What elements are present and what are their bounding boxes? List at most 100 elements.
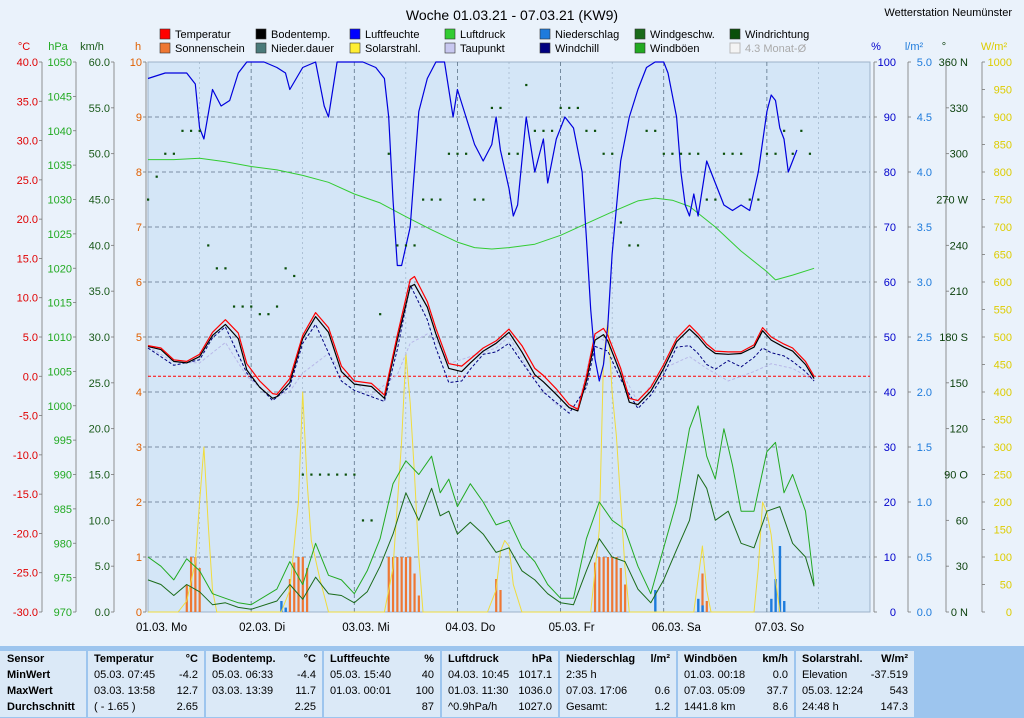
series-windgeschw [147, 474, 815, 610]
axis-tick-label: 100 [878, 57, 896, 69]
sunshine-bar [593, 562, 597, 612]
axis-tick-label: 650 [994, 250, 1012, 262]
axis-tick-label: 0 [890, 607, 896, 619]
wind-dir-point [636, 244, 640, 247]
wind-dir-point [602, 152, 605, 155]
axis-tick-label: 90 O [944, 470, 968, 482]
wind-dir-point [327, 473, 330, 476]
x-day-label: 07.03. So [755, 622, 804, 634]
axis-tick-label: 450 [994, 360, 1012, 372]
wind-dir-point [748, 198, 751, 201]
axis-tick-label: 250 [994, 470, 1012, 482]
wind-dir-point [731, 152, 734, 155]
axis-tick-label: 10.0 [17, 293, 38, 305]
wind-dir-point [791, 152, 794, 155]
wind-dir-point [679, 152, 683, 155]
axis-tick-label: 9 [136, 112, 142, 124]
legend-label: Taupunkt [460, 43, 505, 55]
stats-cell-label: 2:35 h [566, 669, 597, 681]
station-name: Wetterstation Neumünster [884, 7, 1012, 19]
legend-label: Luftdruck [460, 29, 506, 41]
axis-tick-label: 60.0 [89, 57, 110, 69]
axis-tick-label: -15.0 [13, 489, 38, 501]
legend-swatch [729, 28, 741, 40]
wind-dir-point [353, 473, 356, 476]
weather-chart: Woche 01.03.21 - 07.03.21 (KW9) Wetterst… [12, 7, 1013, 634]
axis-tick-label: 975 [54, 573, 72, 585]
series-windb-en [147, 405, 815, 606]
axis-tick-label: 50 [884, 332, 896, 344]
wind-dir-point [198, 129, 201, 132]
axis-tick-label: 30 [956, 561, 968, 573]
axis-tick-label: 700 [994, 222, 1012, 234]
wind-dir-point [164, 152, 167, 155]
sunshine-bar [598, 557, 601, 612]
axis-tick-label: -5.0 [19, 411, 38, 423]
sunshine-bar [611, 557, 614, 612]
sunshine-bar [404, 557, 408, 612]
sunshine-bar [306, 568, 309, 612]
sunshine-bar [194, 557, 197, 612]
axis-tick-label: 800 [994, 167, 1012, 179]
wind-dir-point [550, 129, 554, 132]
axis-tick-label: 600 [994, 277, 1012, 289]
axes: °C40.035.030.025.020.015.010.05.00.0-5.0… [13, 41, 1012, 619]
axis-unit: °C [18, 41, 30, 53]
wind-dir-point [224, 267, 227, 270]
stats-col-unit: l/m² [650, 653, 670, 665]
axis-tick-label: 4.0 [917, 167, 932, 179]
wind-dir-point [714, 198, 717, 201]
wind-dir-point [783, 129, 786, 132]
axis-tick-label: 2.0 [917, 387, 932, 399]
legend-swatch [349, 42, 361, 54]
stats-col-title: Niederschlag [566, 653, 636, 665]
axis-unit: l/m² [905, 41, 924, 53]
stats-cell-label: Elevation [802, 669, 848, 681]
wind-dir-point [525, 83, 528, 87]
sunshine-bar [495, 579, 498, 612]
axis-tick-label: 1005 [48, 366, 72, 378]
axis-tick-label: 300 [994, 442, 1012, 454]
axis-tick-label: 60 [956, 515, 968, 527]
wind-direction-layer [147, 83, 812, 522]
wind-dir-point [611, 152, 614, 155]
x-day-label: 02.03. Di [239, 622, 285, 634]
series-luftfeuchte [147, 61, 798, 382]
axis-tick-label: 995 [54, 435, 72, 447]
stats-cell-label: 1441.8 km [684, 701, 736, 713]
legend-swatch [539, 42, 551, 54]
stats-cell-value: 0.0 [772, 669, 788, 681]
legend-label: Windchill [555, 43, 599, 55]
axis-tick-label: 10.0 [89, 515, 110, 527]
axis-tick-label: 4 [136, 387, 142, 399]
sunshine-bar [400, 557, 403, 612]
legend-label: Windrichtung [745, 29, 809, 41]
precip-bar [697, 598, 700, 612]
axis-tick-label: 0.0 [917, 607, 932, 619]
wind-dir-point [447, 152, 451, 155]
series-temperatur [147, 275, 815, 410]
axis-tick-label: 900 [994, 112, 1012, 124]
axis-tick-label: 120 [950, 424, 968, 436]
wind-dir-point [473, 198, 476, 201]
stats-cell-label: 01.03. 00:01 [330, 685, 392, 697]
wind-dir-point [293, 274, 296, 278]
axis-tick-label: 500 [994, 332, 1012, 344]
stats-label-min: MinWert [7, 669, 51, 681]
stats-cell-value: 40 [421, 669, 434, 681]
sunshine-bar [391, 557, 395, 612]
x-day-label: 01.03. Mo [136, 622, 187, 634]
x-day-label: 05.03. Fr [549, 622, 595, 634]
wind-dir-point [267, 313, 270, 316]
wind-dir-point [189, 129, 193, 132]
stats-cell-label: 04.03. 10:45 [448, 669, 510, 681]
wind-dir-point [387, 152, 390, 155]
stats-cell-label: 01.03. 00:18 [684, 669, 746, 681]
wind-dir-point [628, 244, 631, 247]
sunshine-bar [189, 557, 193, 612]
axis-tick-label: 60 [884, 277, 896, 289]
wind-dir-point [232, 305, 236, 308]
axis-unit: ° [942, 41, 946, 53]
series-windchill [147, 284, 815, 414]
wind-dir-point [508, 152, 511, 155]
